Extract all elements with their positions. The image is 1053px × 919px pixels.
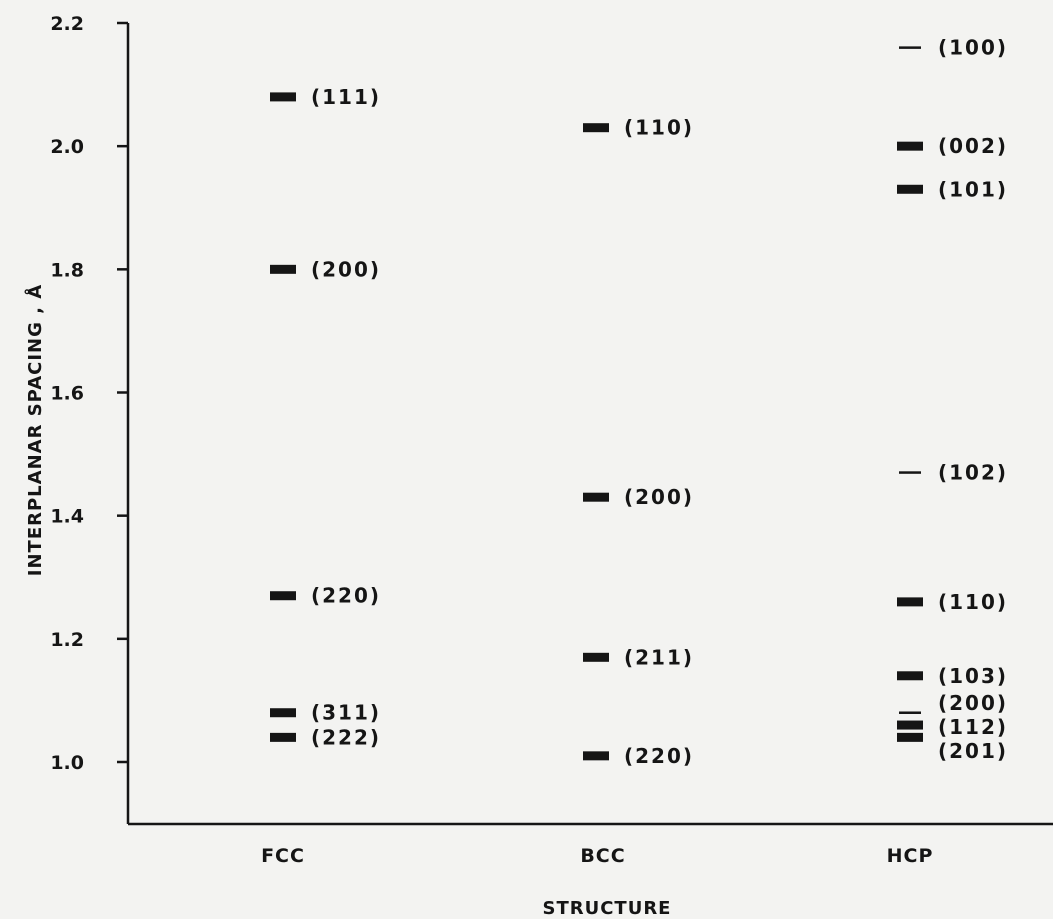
reflection-mark — [897, 141, 923, 151]
x-category-label: BCC — [580, 845, 625, 867]
reflection-mark — [270, 264, 296, 274]
reflection-mark — [897, 671, 923, 681]
plane-label: (111) — [311, 85, 381, 109]
reflection-mark — [270, 92, 296, 102]
plane-label: (101) — [938, 177, 1008, 201]
plane-label: (112) — [938, 715, 1008, 739]
plane-label: (103) — [938, 664, 1008, 688]
plane-label: (220) — [311, 584, 381, 608]
marks: (111) (200) (220) (311)(222) (110) (200) (211)… — [270, 36, 1008, 768]
reflection-mark — [270, 732, 296, 742]
x-category-label: HCP — [887, 845, 934, 867]
plane-label: (211) — [624, 645, 694, 669]
reflection-mark — [270, 591, 296, 601]
y-tick-label: 1.6 — [50, 383, 84, 405]
plane-label: (200) — [938, 691, 1008, 715]
y-ticks: 1.0 1.2 1.4 1.6 1.8 2.0 2.2 — [50, 13, 128, 774]
reflection-mark — [897, 720, 923, 730]
plane-label: (200) — [624, 485, 694, 509]
x-axis-label: STRUCTURE — [543, 898, 672, 919]
plane-label: (102) — [938, 461, 1008, 485]
x-categories: FCC BCC HCP — [261, 845, 934, 867]
y-tick-label: 1.0 — [50, 752, 84, 774]
plane-label: (100) — [938, 36, 1008, 60]
reflection-mark — [897, 184, 923, 194]
plane-label: (002) — [938, 134, 1008, 158]
reflection-mark — [899, 471, 921, 474]
reflection-mark — [897, 597, 923, 607]
y-tick-label: 1.4 — [50, 506, 84, 528]
plane-label: (200) — [311, 257, 381, 281]
y-tick-label: 1.8 — [50, 259, 84, 281]
y-tick-label: 1.2 — [50, 629, 84, 651]
reflection-mark — [583, 652, 609, 662]
reflection-mark — [583, 751, 609, 761]
reflection-mark — [583, 123, 609, 133]
plane-label: (110) — [624, 116, 694, 140]
plane-label: (110) — [938, 590, 1008, 614]
plane-label: (222) — [311, 725, 381, 749]
plane-label: (201) — [938, 739, 1008, 763]
reflection-mark — [270, 708, 296, 718]
plane-label: (311) — [311, 701, 381, 725]
plane-label: (220) — [624, 744, 694, 768]
x-category-label: FCC — [261, 845, 305, 867]
y-tick-label: 2.2 — [50, 13, 84, 35]
y-axis-label: INTERPLANAR SPACING , Å — [23, 284, 46, 576]
reflection-mark — [897, 732, 923, 742]
y-tick-label: 2.0 — [50, 136, 84, 158]
reflection-mark — [899, 711, 921, 714]
reflection-mark — [899, 46, 921, 49]
axes — [126, 23, 1053, 826]
reflection-mark — [583, 492, 609, 502]
